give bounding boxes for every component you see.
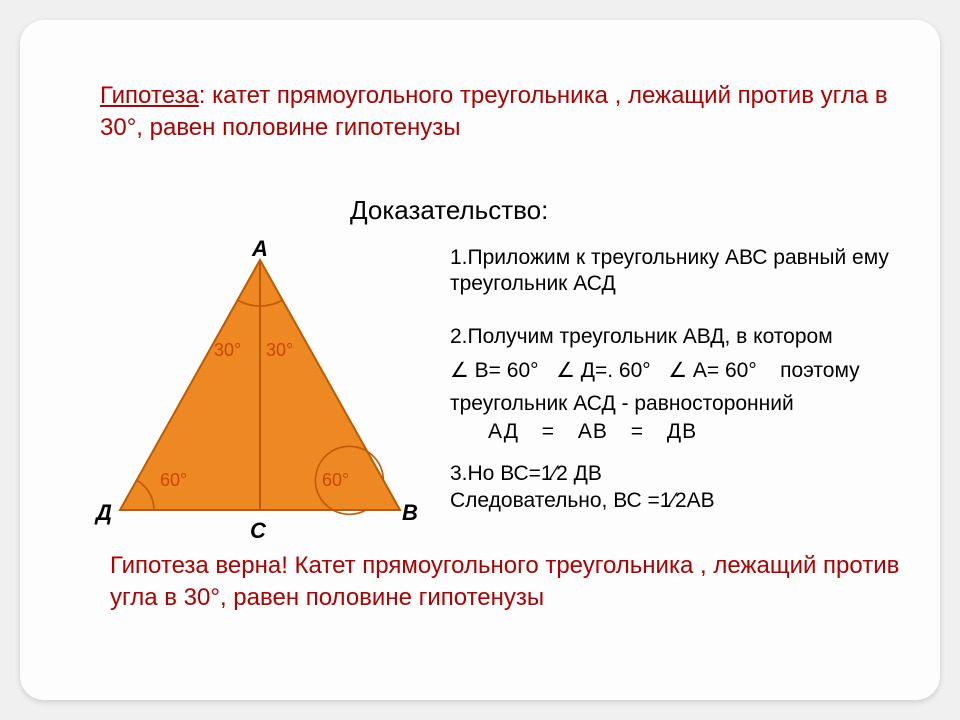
proof-title: Доказательство: <box>350 195 548 226</box>
angle-symbol: ∠ <box>668 359 687 382</box>
step3-line2: Следовательно, ВС =1⁄2АВ <box>450 487 920 514</box>
angle-symbol: ∠ <box>450 359 469 382</box>
side-AD: АД <box>488 420 519 443</box>
proof-step-1: 1.Приложим к треугольнику АВС равный ему… <box>450 245 920 298</box>
angle-D-label: Д=. <box>581 359 613 382</box>
eq-2: = <box>631 420 644 443</box>
angle-label-top-left: 30° <box>214 340 241 361</box>
side-DB: ДВ <box>667 420 697 443</box>
step2-prefix: 2.Получим треугольник АВД, в котором <box>450 325 833 348</box>
vertex-label-C: С <box>250 518 266 544</box>
eq-1: = <box>542 420 555 443</box>
step3-line1: 3.Но ВС=1⁄2 ДВ <box>450 460 920 487</box>
slide: Гипотеза: катет прямоугольного треугольн… <box>20 20 940 700</box>
angle-B-value: 60° <box>507 359 539 382</box>
hypothesis: Гипотеза: катет прямоугольного треугольн… <box>100 80 900 145</box>
angle-D-value: 60° <box>619 359 651 382</box>
vertex-label-A: А <box>252 236 268 262</box>
hypothesis-lead: Гипотеза <box>100 82 199 109</box>
proof-step-2: 2.Получим треугольник АВД, в котором ∠ В… <box>450 320 930 421</box>
conclusion: Гипотеза верна! Катет прямоугольного тре… <box>110 550 910 615</box>
side-equalities: АД = АВ = ДВ <box>480 420 705 444</box>
vertex-label-D: Д <box>96 500 112 526</box>
angle-symbol: ∠ <box>556 359 575 382</box>
triangle-diagram: А Д С В 30° 30° 60° 60° <box>90 240 430 540</box>
angle-label-bottom-right: 60° <box>322 470 349 491</box>
triangle-svg <box>90 240 430 540</box>
vertex-label-B: В <box>402 500 418 526</box>
angle-label-top-right: 30° <box>266 340 293 361</box>
angle-A-value: 60° <box>725 359 757 382</box>
side-AB: АВ <box>578 420 608 443</box>
angle-A-label: А= <box>693 359 719 382</box>
hypothesis-text: : катет прямоугольного треугольника , ле… <box>100 82 888 141</box>
proof-step-3: 3.Но ВС=1⁄2 ДВ Следовательно, ВС =1⁄2АВ <box>450 460 920 515</box>
step2-result: равносторонний <box>634 392 793 415</box>
angle-label-bottom-left: 60° <box>160 470 187 491</box>
angle-B-label: В= <box>475 359 501 382</box>
